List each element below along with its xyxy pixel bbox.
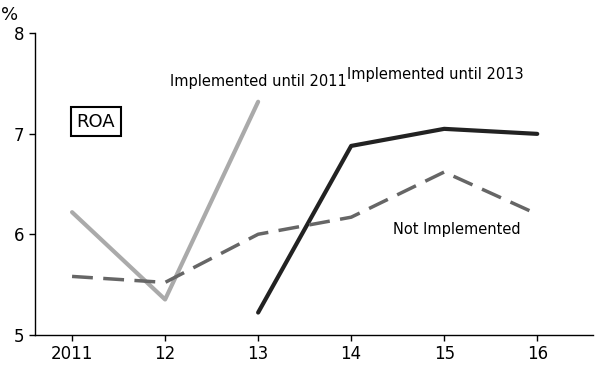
Text: Implemented until 2013: Implemented until 2013 xyxy=(347,67,523,82)
Text: Implemented until 2011: Implemented until 2011 xyxy=(170,74,346,89)
Text: Not Implemented: Not Implemented xyxy=(393,222,521,237)
Text: %: % xyxy=(1,6,19,24)
Text: ROA: ROA xyxy=(77,113,115,131)
